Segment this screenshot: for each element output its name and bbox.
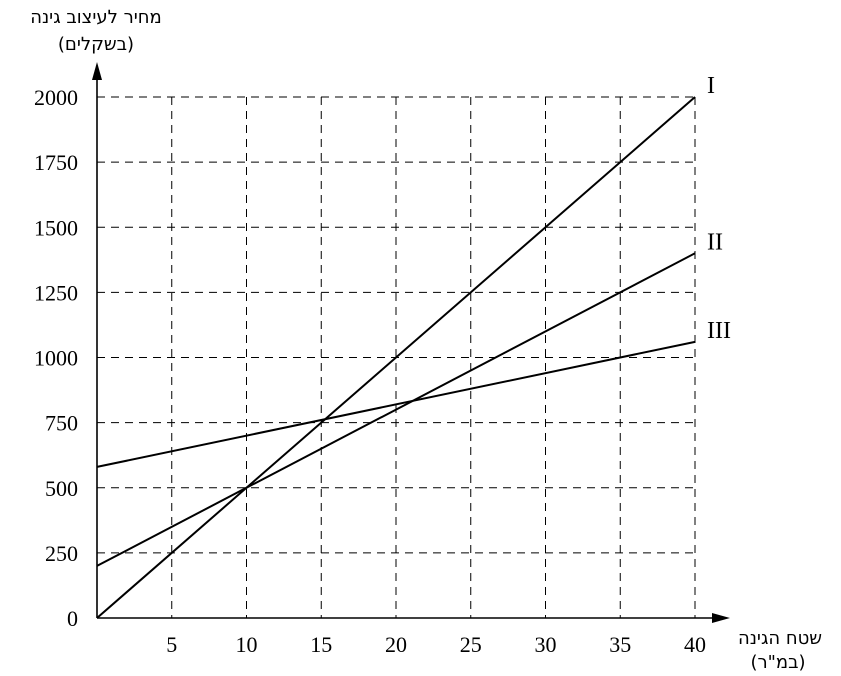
y-tick-label: 2000 <box>34 85 78 110</box>
y-tick-label: 1500 <box>34 215 78 240</box>
y-tick-label: 1000 <box>34 346 78 371</box>
x-tick-label: 5 <box>166 632 177 657</box>
y-tick-label: 250 <box>45 541 78 566</box>
y-tick-label: 1250 <box>34 280 78 305</box>
x-tick-label: 10 <box>236 632 258 657</box>
x-tick-label: 25 <box>460 632 482 657</box>
series-label-III: III <box>707 318 731 344</box>
grid <box>97 96 696 618</box>
x-tick-labels: 5 10 15 20 25 30 35 40 <box>166 632 706 657</box>
y-tick-labels: 0 250 500 750 1000 1250 1500 1750 2000 <box>34 85 78 631</box>
x-tick-label: 35 <box>609 632 631 657</box>
x-tick-label: 30 <box>535 632 557 657</box>
x-tick-label: 40 <box>684 632 706 657</box>
series-label-I: I <box>707 73 715 99</box>
series-line-II <box>96 252 696 567</box>
series-line-III <box>96 340 696 468</box>
y-tick-label: 0 <box>67 606 78 631</box>
y-axis-label-line-2: (בשקלים) <box>58 34 134 55</box>
x-tick-label: 20 <box>385 632 407 657</box>
series-label-II: II <box>707 229 723 255</box>
x-tick-label: 15 <box>310 632 332 657</box>
x-axis-arrow <box>712 613 730 623</box>
y-tick-label: 500 <box>45 476 78 501</box>
y-axis-arrow <box>92 62 102 80</box>
series-line-I <box>96 96 696 619</box>
y-tick-label: 750 <box>45 411 78 436</box>
y-axis-label-line-1: מחיר לעיצוב גינה <box>30 7 162 28</box>
x-axis-label-line-1: שטח הגינה <box>738 628 822 649</box>
axes <box>92 62 730 623</box>
x-axis-label-line-2: (במ"ר) <box>750 652 805 673</box>
y-tick-label: 1750 <box>34 150 78 175</box>
